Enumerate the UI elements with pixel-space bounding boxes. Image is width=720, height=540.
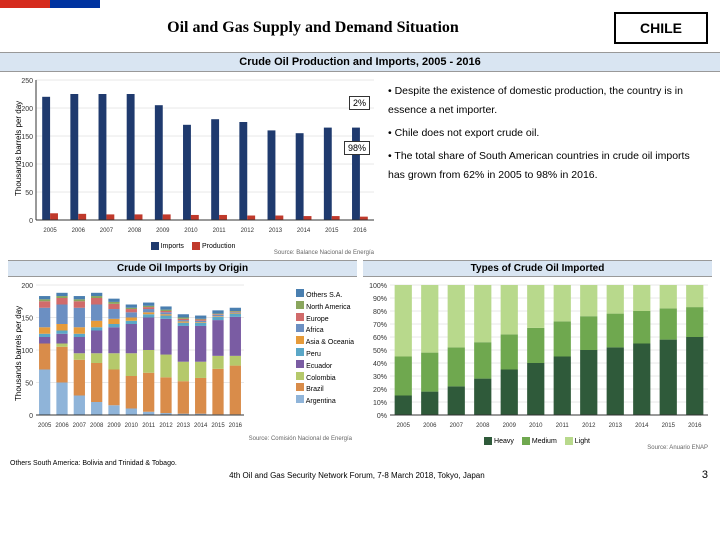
svg-text:2014: 2014: [635, 423, 649, 429]
svg-text:50: 50: [25, 190, 33, 197]
svg-text:2015: 2015: [211, 423, 225, 429]
svg-text:0%: 0%: [377, 413, 387, 420]
chart-crude-types: 0% 10% 20% 30% 40% 50% 60% 70% 80% 90% 100% 2005 200…: [362, 281, 712, 456]
svg-text:2007: 2007: [100, 228, 114, 234]
svg-text:2005: 2005: [38, 423, 52, 429]
header: Oil and Gas Supply and Demand Situation …: [0, 8, 720, 52]
svg-text:2016: 2016: [353, 228, 367, 234]
svg-text:50%: 50%: [373, 348, 387, 355]
svg-text:100: 100: [21, 348, 33, 355]
svg-text:90%: 90%: [373, 296, 387, 303]
svg-text:100: 100: [21, 162, 33, 169]
svg-text:2008: 2008: [90, 423, 104, 429]
flag-stripe: [0, 0, 720, 8]
chart2-legend: Others S.A. North America Europe Africa …: [296, 289, 354, 407]
svg-text:2006: 2006: [423, 423, 437, 429]
chart1-svg: 0 50 100 150 200 250 2005 2006 2007 2008 2009 2010 2…: [8, 76, 378, 236]
svg-text:150: 150: [21, 134, 33, 141]
svg-text:2015: 2015: [662, 423, 676, 429]
country-badge: CHILE: [614, 12, 708, 44]
svg-text:2006: 2006: [55, 423, 69, 429]
svg-text:50: 50: [25, 381, 33, 388]
svg-text:2010: 2010: [184, 228, 198, 234]
chart1-legend: ImportsProduction: [8, 242, 378, 250]
svg-text:2009: 2009: [107, 423, 121, 429]
svg-text:2012: 2012: [159, 423, 173, 429]
chart2-ylabel: Thousands barrels per day: [14, 306, 23, 401]
svg-text:2015: 2015: [325, 228, 339, 234]
chart1-ylabel: Thousands barrels per day: [14, 101, 23, 196]
svg-text:2012: 2012: [582, 423, 596, 429]
svg-text:2011: 2011: [556, 423, 570, 429]
bullet-item: Chile does not export crude oil.: [388, 124, 708, 143]
chart-imports-origin: Thousands barrels per day 0 50 100 150 200 20…: [8, 281, 356, 456]
footer-event: 4th Oil and Gas Security Network Forum, …: [229, 471, 485, 480]
page-number: 3: [702, 469, 708, 481]
svg-text:2014: 2014: [194, 423, 208, 429]
svg-text:2008: 2008: [476, 423, 490, 429]
svg-text:2005: 2005: [397, 423, 411, 429]
svg-text:70%: 70%: [373, 322, 387, 329]
svg-text:250: 250: [21, 78, 33, 85]
chart3-legend: HeavyMediumLight: [362, 437, 712, 445]
bullet-item: The total share of South American countr…: [388, 147, 708, 185]
footer-note: Others South America: Bolivia and Trinid…: [0, 460, 720, 467]
svg-text:2009: 2009: [156, 228, 170, 234]
svg-text:2007: 2007: [73, 423, 87, 429]
svg-text:10%: 10%: [373, 400, 387, 407]
chart2-svg: 0 50 100 150 200 20052006 200720082009 20102011…: [8, 281, 248, 431]
svg-text:40%: 40%: [373, 361, 387, 368]
svg-text:200: 200: [21, 106, 33, 113]
svg-text:80%: 80%: [373, 309, 387, 316]
chart2-title: Crude Oil Imports by Origin: [8, 260, 357, 277]
svg-text:2008: 2008: [128, 228, 142, 234]
chart3-title: Types of Crude Oil Imported: [363, 260, 712, 277]
svg-text:2013: 2013: [269, 228, 283, 234]
chart1-source: Source: Balance Nacional de Energía: [8, 250, 378, 256]
svg-text:2016: 2016: [688, 423, 702, 429]
chart3-svg: 0% 10% 20% 30% 40% 50% 60% 70% 80% 90% 100% 2005 200…: [362, 281, 712, 431]
bullet-list: Despite the existence of domestic produc…: [378, 76, 712, 256]
chart-production-imports: Thousands barrels per day 0 50 100 150 200 25…: [8, 76, 378, 256]
svg-text:2010: 2010: [529, 423, 543, 429]
svg-text:2010: 2010: [125, 423, 139, 429]
svg-text:2006: 2006: [72, 228, 86, 234]
svg-text:0: 0: [29, 218, 33, 225]
callout-2pct: 2%: [349, 96, 370, 110]
svg-text:100%: 100%: [369, 283, 387, 290]
svg-text:2013: 2013: [177, 423, 191, 429]
svg-text:0: 0: [29, 413, 33, 420]
chart1-title: Crude Oil Production and Imports, 2005 -…: [0, 52, 720, 72]
svg-text:20%: 20%: [373, 387, 387, 394]
svg-text:2016: 2016: [229, 423, 243, 429]
chart3-source: Source: Anuario ENAP: [362, 445, 712, 451]
svg-text:30%: 30%: [373, 374, 387, 381]
svg-text:2013: 2013: [609, 423, 623, 429]
footer: 4th Oil and Gas Security Network Forum, …: [0, 467, 720, 483]
svg-text:60%: 60%: [373, 335, 387, 342]
svg-text:2009: 2009: [503, 423, 517, 429]
chart2-source: Source: Comisión Nacional de Energía: [8, 436, 356, 442]
svg-text:2014: 2014: [297, 228, 311, 234]
svg-text:2005: 2005: [43, 228, 57, 234]
svg-text:2012: 2012: [241, 228, 255, 234]
svg-text:2007: 2007: [450, 423, 464, 429]
svg-text:150: 150: [21, 316, 33, 323]
svg-text:2011: 2011: [142, 423, 156, 429]
svg-text:200: 200: [21, 283, 33, 290]
callout-98pct: 98%: [344, 141, 370, 155]
svg-text:2011: 2011: [213, 228, 227, 234]
bullet-item: Despite the existence of domestic produc…: [388, 82, 708, 120]
page-title: Oil and Gas Supply and Demand Situation: [12, 19, 614, 37]
